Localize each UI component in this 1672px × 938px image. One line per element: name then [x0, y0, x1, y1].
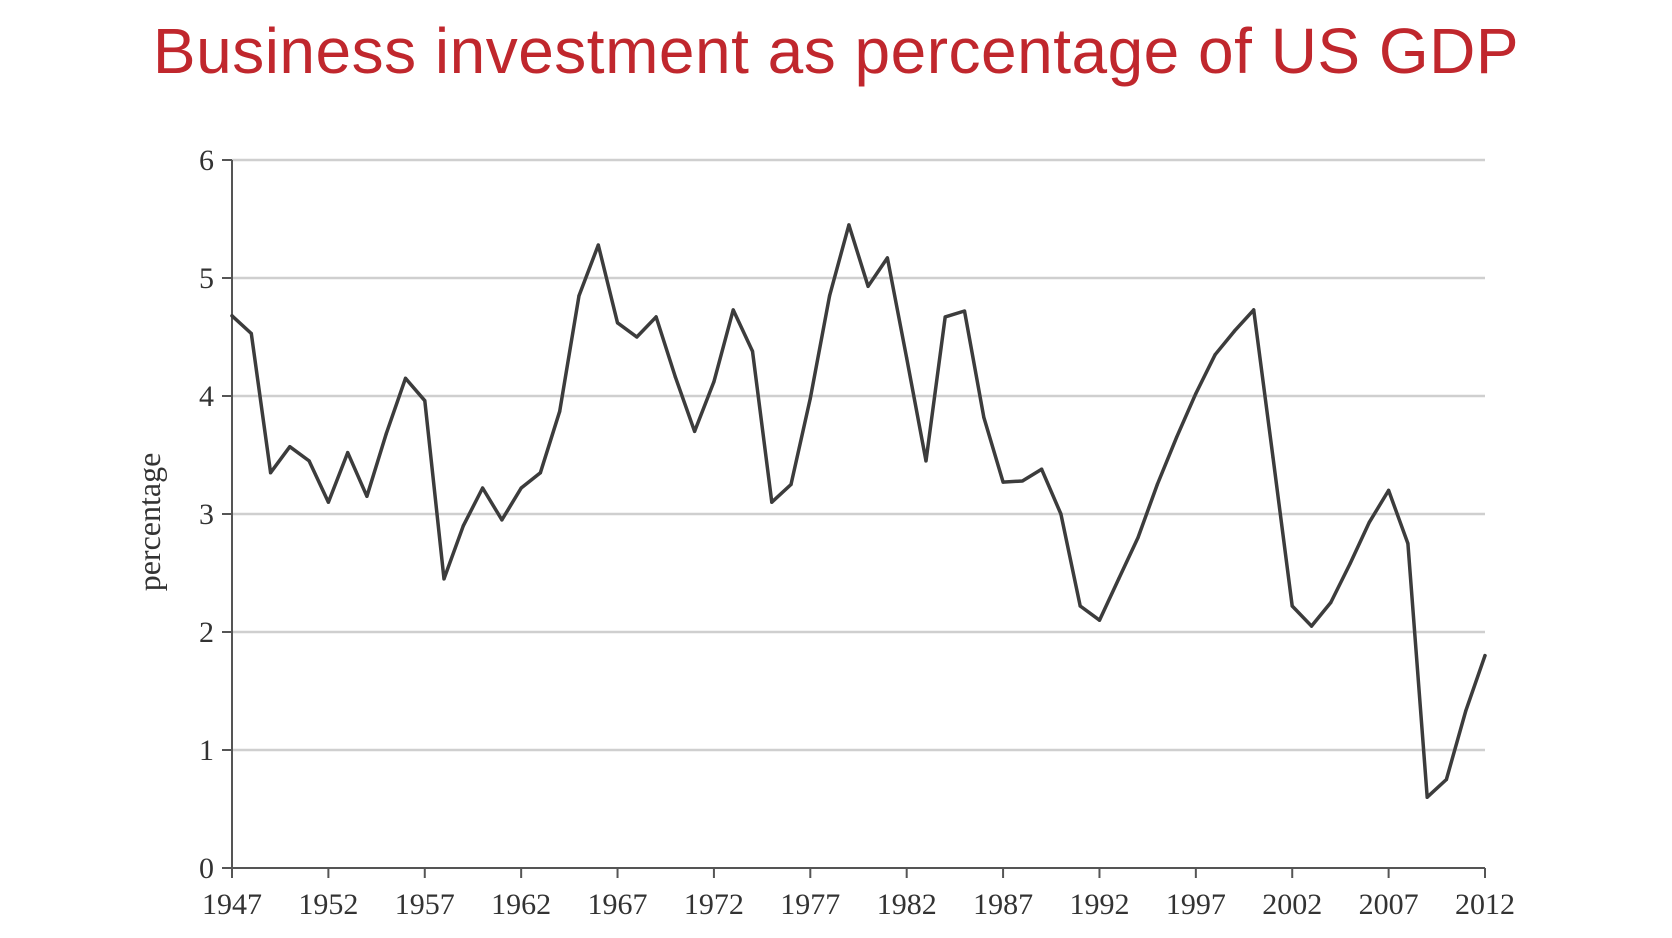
data-point — [423, 399, 427, 403]
data-point — [1290, 604, 1294, 608]
data-point — [461, 524, 465, 528]
x-tick-label: 1947 — [202, 888, 262, 921]
y-tick-label: 1 — [199, 734, 214, 767]
y-tick-label: 0 — [199, 852, 214, 885]
data-point — [403, 376, 408, 380]
y-tick-label: 2 — [199, 616, 214, 649]
data-point — [1117, 577, 1121, 581]
data-point — [1155, 482, 1159, 487]
data-point — [481, 486, 485, 490]
y-tick-label: 6 — [199, 144, 214, 177]
data-point — [1425, 795, 1429, 799]
data-point — [1097, 618, 1102, 622]
data-point — [827, 294, 832, 298]
x-tick-label: 1977 — [780, 888, 840, 921]
data-point — [654, 315, 658, 319]
data-point — [538, 471, 543, 475]
data-point — [558, 409, 562, 413]
data-point — [500, 518, 504, 522]
data-point — [1387, 488, 1391, 492]
x-tick-label: 1972 — [684, 888, 744, 921]
data-point — [1348, 561, 1352, 566]
axes — [222, 159, 1486, 878]
data-point — [1483, 654, 1487, 658]
x-tick-label: 1957 — [395, 888, 455, 921]
data-point — [596, 243, 600, 247]
x-tick-label: 1952 — [298, 888, 358, 921]
gridlines — [232, 158, 1485, 752]
data-point — [885, 256, 890, 260]
data-point — [1078, 604, 1082, 608]
data-point — [288, 445, 292, 449]
data-point — [615, 321, 620, 325]
x-tick-label: 1967 — [588, 888, 648, 921]
data-point — [770, 500, 774, 504]
y-axis-label: percentage — [131, 453, 167, 592]
y-tick-label: 3 — [199, 498, 214, 531]
data-point — [924, 459, 928, 463]
data-point — [905, 356, 909, 360]
y-tick-label: 5 — [199, 262, 214, 295]
data-point — [249, 331, 253, 336]
x-tick-label: 2002 — [1262, 888, 1322, 921]
x-tick-label: 2012 — [1455, 888, 1515, 921]
data-point — [943, 315, 947, 319]
data-point — [866, 284, 870, 288]
data-point — [1174, 435, 1179, 439]
data-point — [1252, 308, 1256, 312]
data-point — [384, 432, 388, 436]
data-point — [577, 294, 581, 298]
data-point — [1464, 709, 1468, 713]
x-tick-label: 1962 — [491, 888, 551, 921]
data-point — [847, 223, 851, 227]
data-point — [750, 349, 755, 353]
data-point — [346, 451, 350, 455]
data-point — [442, 577, 446, 581]
x-tick-label: 1987 — [973, 888, 1033, 921]
x-tick-label: 1982 — [877, 888, 937, 921]
y-tick-label: 4 — [199, 380, 214, 413]
x-tick-label: 2007 — [1359, 888, 1419, 921]
data-point — [635, 335, 639, 339]
data-point — [326, 500, 330, 504]
data-point — [731, 308, 735, 312]
data-point — [789, 482, 793, 487]
data-point — [1406, 541, 1410, 546]
data-point — [268, 471, 273, 475]
data-point — [693, 429, 697, 433]
data-point — [1136, 536, 1140, 540]
data-point — [1444, 777, 1449, 782]
data-point — [230, 314, 234, 318]
data-point — [1194, 392, 1198, 396]
y-tick-labels: 0 1 2 3 4 5 6 — [199, 144, 214, 885]
x-tick-label: 1997 — [1166, 888, 1226, 921]
chart-title: Business investment as percentage of US … — [152, 15, 1520, 87]
data-point — [673, 375, 677, 379]
data-point — [962, 309, 967, 313]
data-point — [1001, 480, 1005, 484]
data-point — [1367, 520, 1371, 524]
data-point — [1213, 353, 1217, 357]
data-point — [1309, 624, 1314, 628]
data-point — [808, 396, 812, 400]
x-tick-label: 1992 — [1069, 888, 1129, 921]
data-point — [712, 380, 716, 384]
data-point — [1040, 467, 1044, 471]
data-point — [1329, 600, 1333, 605]
data-point — [1232, 329, 1236, 333]
series-line — [230, 223, 1487, 799]
data-point — [365, 494, 369, 498]
data-point — [1020, 479, 1024, 483]
x-tick-labels: 1947 1952 1957 1962 1967 1972 1977 1982 1987 1992… — [202, 888, 1515, 921]
data-point — [307, 459, 311, 463]
data-point — [982, 415, 986, 419]
data-point — [1059, 512, 1063, 516]
data-point — [1271, 455, 1275, 459]
data-point — [519, 486, 523, 490]
series-group — [230, 223, 1487, 799]
